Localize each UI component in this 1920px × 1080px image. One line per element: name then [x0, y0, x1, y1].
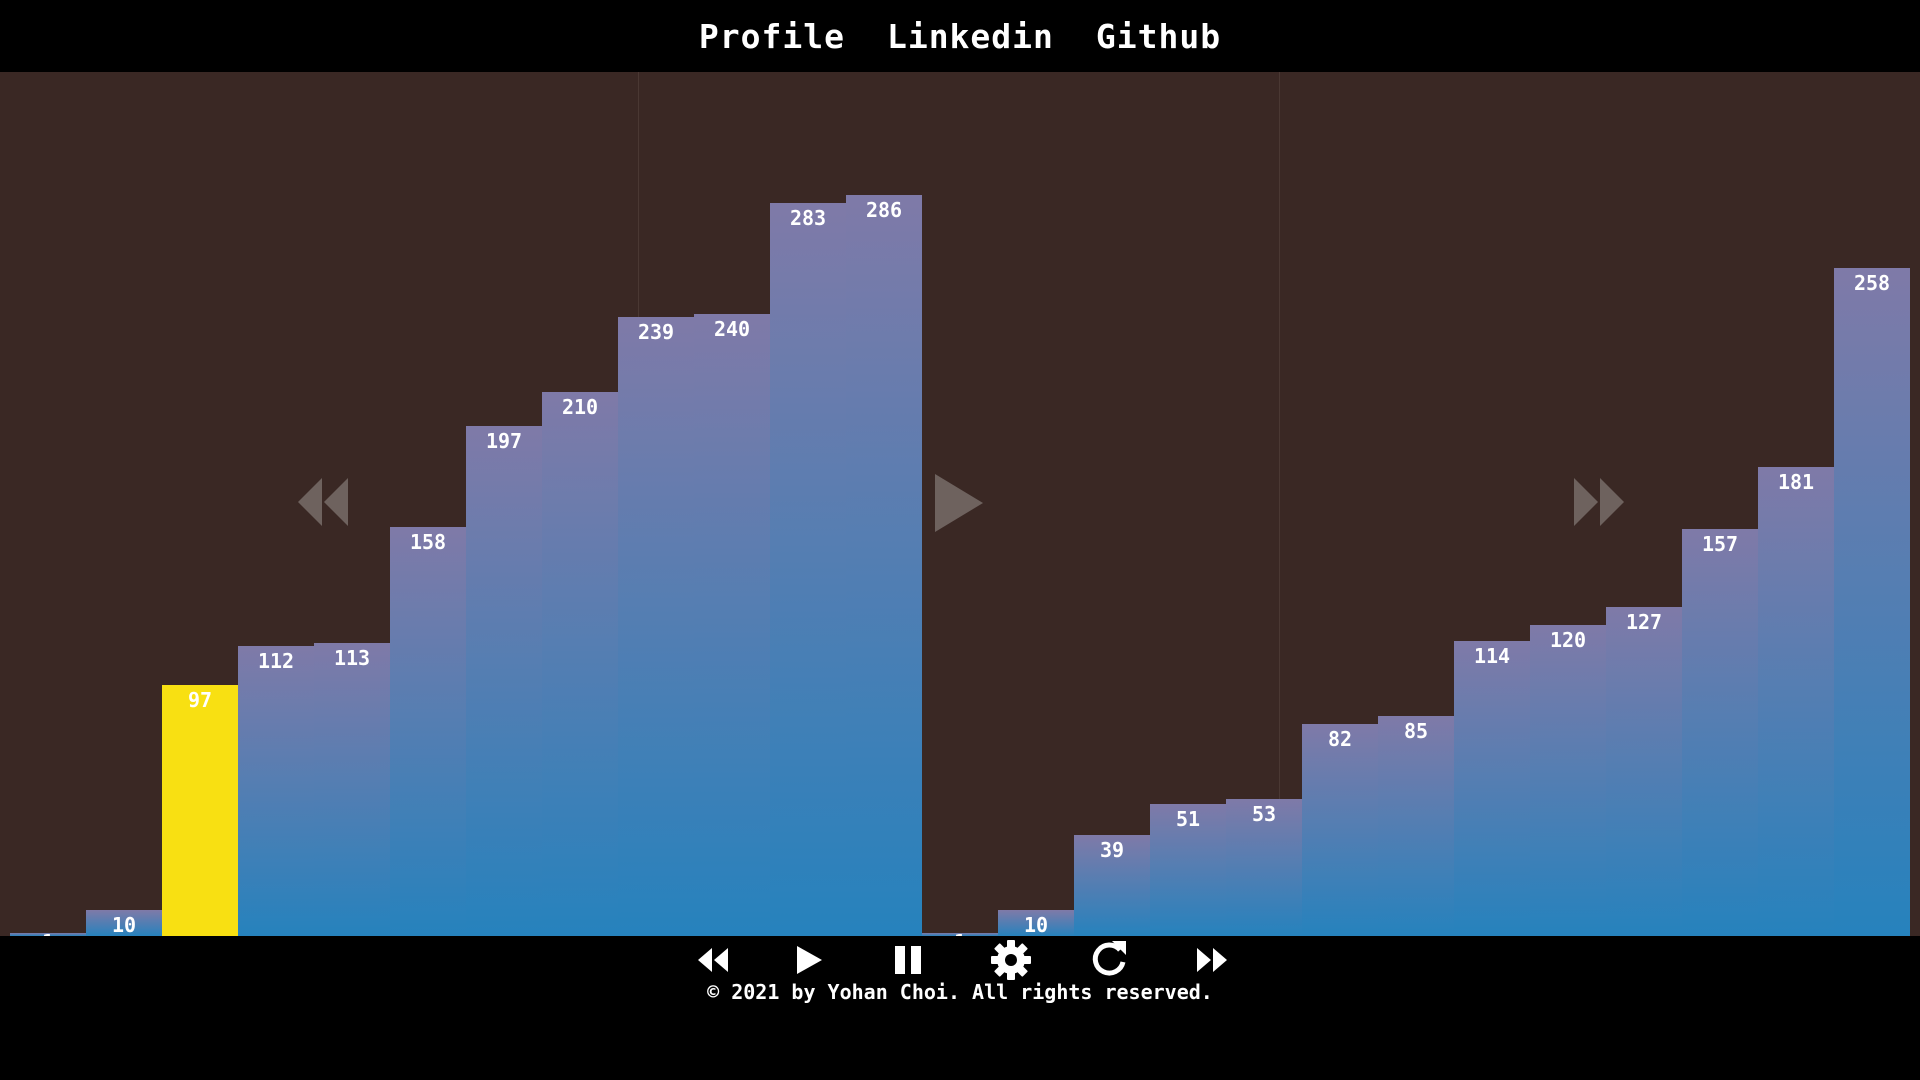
bar-value-label: 1	[922, 930, 998, 936]
bar	[542, 392, 618, 936]
bar	[846, 195, 922, 936]
fast-forward-icon[interactable]	[1195, 938, 1229, 982]
bar	[10, 933, 86, 936]
bar-chart: 1 10 97 112 113 158 197 210 239 240 283 286 1 10 39 51 5…	[0, 72, 1920, 936]
rewind-icon[interactable]	[696, 938, 730, 982]
bar-value-label: 158	[409, 530, 447, 554]
bar-value-label: 85	[1403, 719, 1429, 743]
bar	[1074, 835, 1150, 936]
nav-link-github[interactable]: Github	[1095, 16, 1222, 56]
pause-icon[interactable]	[893, 938, 925, 982]
bar	[770, 203, 846, 936]
bar-value-label: 181	[1777, 470, 1815, 494]
bar-value-label: 114	[1473, 644, 1511, 668]
bar-value-label: 10	[1023, 913, 1049, 936]
bar-value-label: 120	[1549, 628, 1587, 652]
nav-link-profile[interactable]: Profile	[698, 16, 845, 56]
bar	[1530, 625, 1606, 936]
bar	[1682, 529, 1758, 936]
bar	[1606, 607, 1682, 936]
bar	[922, 933, 998, 936]
bar-value-label: 53	[1251, 802, 1277, 826]
bar-value-label: 197	[485, 429, 523, 453]
bar	[694, 314, 770, 936]
bar	[1758, 467, 1834, 936]
bar-value-label: 127	[1625, 610, 1663, 634]
bar	[618, 317, 694, 936]
bar	[998, 910, 1074, 936]
bar-value-label: 157	[1701, 532, 1739, 556]
bar-value-label: 10	[111, 913, 137, 936]
bar-value-label: 82	[1327, 727, 1353, 751]
playback-controls	[0, 938, 1920, 982]
rewind-icon[interactable]	[296, 474, 352, 530]
bar-value-label: 97	[187, 688, 213, 712]
bar	[1378, 716, 1454, 936]
bar-value-label: 283	[789, 206, 827, 230]
bar-value-label: 113	[333, 646, 371, 670]
gear-icon[interactable]	[990, 938, 1032, 982]
footer-copyright: © 2021 by Yohan Choi. All rights reserve…	[707, 980, 1213, 1004]
bar	[390, 527, 466, 936]
play-icon[interactable]	[933, 472, 985, 534]
visualizer-stage: 1 10 97 112 113 158 197 210 239 240 283 286 1 10 39 51 5…	[0, 72, 1920, 936]
bar-value-label: 112	[257, 649, 295, 673]
bar	[314, 643, 390, 936]
stage-divider	[1279, 72, 1280, 936]
nav-link-linkedin[interactable]: Linkedin	[886, 16, 1054, 56]
refresh-icon[interactable]	[1088, 938, 1130, 982]
bar-value-label: 286	[865, 198, 903, 222]
bar-value-label: 240	[713, 317, 751, 341]
bar	[1150, 804, 1226, 936]
bar	[1834, 268, 1910, 936]
bar-value-label: 210	[561, 395, 599, 419]
bar-value-label: 39	[1099, 838, 1125, 862]
bar	[466, 426, 542, 936]
bar-value-label: 51	[1175, 807, 1201, 831]
fast-forward-icon[interactable]	[1572, 474, 1628, 530]
top-nav: Profile Linkedin Github	[0, 0, 1920, 72]
bar	[238, 646, 314, 936]
bar	[1302, 724, 1378, 936]
bar	[1226, 799, 1302, 936]
bar	[86, 910, 162, 936]
play-icon[interactable]	[794, 938, 824, 982]
bar	[1454, 641, 1530, 936]
bar-value-label: 1	[10, 930, 86, 936]
bar-value-label: 258	[1853, 271, 1891, 295]
bar	[162, 685, 238, 936]
bar-value-label: 239	[637, 320, 675, 344]
